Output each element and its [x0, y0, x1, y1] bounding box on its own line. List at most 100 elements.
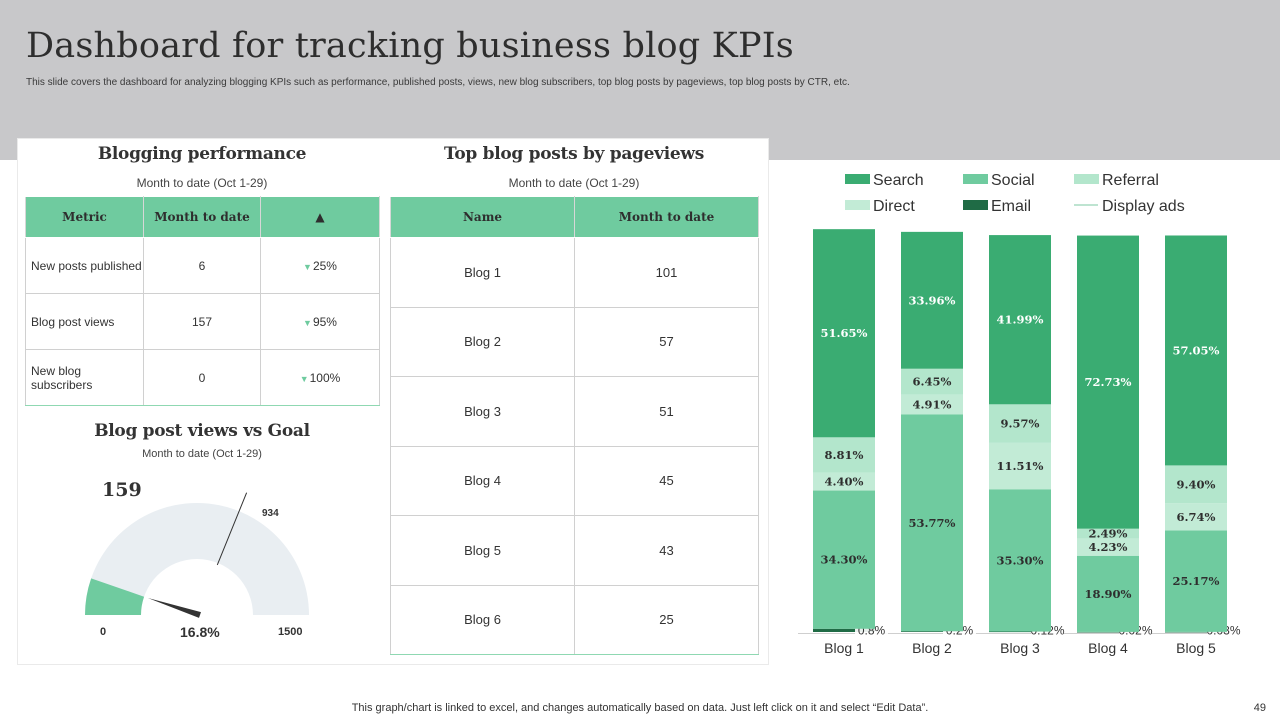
- data-label: 41.99%: [997, 313, 1044, 327]
- data-label: 57.05%: [1173, 343, 1220, 357]
- col-header-month-to-date: Month to date: [143, 196, 261, 238]
- gauge-value-label: 159: [102, 480, 142, 501]
- post-name: Blog 6: [390, 584, 575, 655]
- x-tick-label: Blog 2: [912, 640, 952, 656]
- data-label: 8.81%: [825, 448, 864, 462]
- legend-label: Display ads: [1102, 198, 1185, 215]
- data-label: 9.57%: [1001, 417, 1040, 431]
- data-label: 25.17%: [1173, 574, 1220, 588]
- data-label: 72.73%: [1085, 375, 1132, 389]
- gauge-min-label: 0: [100, 626, 106, 638]
- bar-segment: [901, 631, 963, 632]
- bar-segment: [1165, 465, 1227, 504]
- data-label: 51.65%: [821, 326, 868, 340]
- data-label: 33.96%: [909, 293, 956, 307]
- legend-label: Direct: [873, 198, 915, 215]
- legend-label: Search: [873, 172, 924, 189]
- performance-header-row: Metric Month to date ▲: [25, 196, 380, 238]
- metric-value: 0: [143, 349, 261, 406]
- pageviews-header-row: Name Month to date: [390, 196, 759, 238]
- bar-segment: [989, 489, 1051, 632]
- table-row: Blog 5 43: [390, 515, 759, 586]
- bar-segment: [989, 404, 1051, 443]
- data-label: 53.77%: [909, 516, 956, 530]
- bar-segment: [813, 229, 875, 438]
- post-views: 45: [574, 445, 759, 516]
- bar-segment: [1165, 503, 1227, 531]
- bar-segment: [989, 235, 1051, 405]
- bar-segment: [1077, 555, 1139, 632]
- col-header-name: Name: [390, 196, 575, 238]
- data-label: 4.23%: [1089, 540, 1128, 554]
- metric-change-value: 25%: [312, 258, 337, 273]
- data-label: 35.30%: [997, 553, 1044, 567]
- pageviews-title: Top blog posts by pageviews: [443, 144, 704, 164]
- post-name: Blog 4: [390, 445, 575, 516]
- gauge-title: Blog post views vs Goal: [94, 421, 310, 441]
- data-label: 2.49%: [1089, 527, 1128, 541]
- down-triangle-icon: ▼: [303, 317, 312, 328]
- performance-title: Blogging performance: [97, 144, 307, 164]
- performance-period: Month to date (Oct 1-29): [136, 176, 268, 190]
- bar-segment: [901, 368, 963, 395]
- table-row: New blog subscribers 0 ▼100%: [25, 349, 380, 406]
- table-row: New posts published 6 ▼25%: [25, 237, 380, 294]
- post-views: 43: [574, 515, 759, 586]
- bar-segment: [1165, 235, 1227, 466]
- up-triangle-icon: ▲: [315, 210, 325, 224]
- post-name: Blog 5: [390, 515, 575, 586]
- down-triangle-icon: ▼: [303, 261, 312, 272]
- metric-name: Blog post views: [25, 293, 144, 350]
- metric-value: 6: [143, 237, 261, 294]
- legend-label: Referral: [1102, 172, 1159, 189]
- bar-segment: [989, 442, 1051, 490]
- metric-change-value: 100%: [309, 370, 341, 385]
- legend-swatch: [1074, 174, 1099, 184]
- gauge-chart: 159 934 0 1500 16.8%: [85, 480, 309, 640]
- legend-label: Social: [991, 172, 1035, 189]
- footer-note: This graph/chart is linked to excel, and…: [351, 702, 929, 714]
- table-row: Blog 4 45: [390, 445, 759, 516]
- table-row: Blog post views 157 ▼95%: [25, 293, 380, 350]
- metric-name: New blog subscribers: [25, 349, 144, 406]
- down-triangle-icon: ▼: [299, 373, 309, 384]
- metric-name: New posts published: [25, 237, 144, 294]
- gauge-goal-line: [216, 492, 248, 566]
- data-label: 9.40%: [1177, 477, 1216, 491]
- table-row: Blog 2 57: [390, 306, 759, 377]
- data-label: 4.91%: [913, 398, 952, 412]
- data-label: 6.74%: [1177, 510, 1216, 524]
- post-name: Blog 2: [390, 306, 575, 377]
- bar-segment: [989, 631, 1051, 633]
- data-label: 4.40%: [825, 475, 864, 489]
- metric-change-value: 95%: [312, 314, 337, 329]
- table-row: Blog 6 25: [390, 584, 759, 655]
- bar-segment: [901, 394, 963, 415]
- metric-change: ▼25%: [260, 237, 380, 294]
- bar-segment: [813, 472, 875, 491]
- bar-segment: [901, 231, 963, 369]
- bar-segment: [1077, 631, 1139, 633]
- legend-swatch: [845, 174, 870, 184]
- col-header-trend: ▲: [260, 196, 380, 238]
- data-label: 18.90%: [1085, 587, 1132, 601]
- col-header-metric: Metric: [25, 196, 144, 238]
- bar-segment: [1077, 235, 1139, 529]
- gauge-needle: [147, 598, 201, 618]
- table-row: Blog 1 101: [390, 237, 759, 308]
- legend-swatch: [963, 174, 988, 184]
- bar-segment: [901, 414, 963, 632]
- legend-label: Email: [991, 198, 1031, 215]
- x-tick-label: Blog 5: [1176, 640, 1216, 656]
- metric-change: ▼100%: [260, 349, 380, 406]
- post-name: Blog 1: [390, 237, 575, 308]
- page-title: Dashboard for tracking business blog KPI…: [26, 26, 794, 66]
- x-tick-label: Blog 1: [824, 640, 864, 656]
- pageviews-table: Name Month to date Blog 1 101 Blog 2 57 Bl…: [390, 196, 759, 655]
- data-label: 6.45%: [913, 375, 952, 389]
- gauge-track: [85, 503, 309, 615]
- bar-segment: [1077, 528, 1139, 539]
- metric-change: ▼95%: [260, 293, 380, 350]
- post-views: 57: [574, 306, 759, 377]
- x-tick-label: Blog 4: [1088, 640, 1128, 656]
